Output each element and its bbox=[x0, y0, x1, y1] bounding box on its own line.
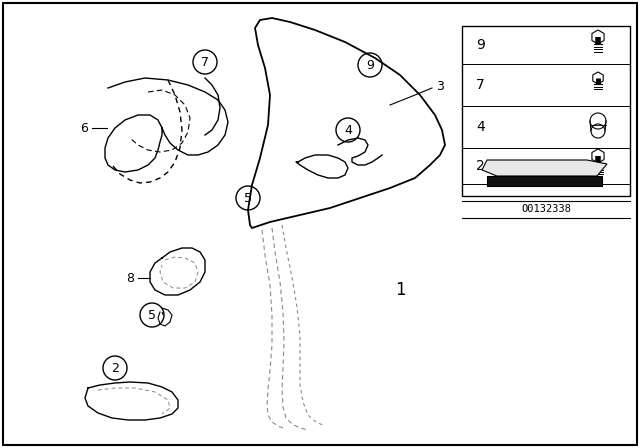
Text: 4: 4 bbox=[344, 124, 352, 137]
Text: 4: 4 bbox=[476, 120, 484, 134]
Text: 9: 9 bbox=[476, 38, 485, 52]
Text: 7: 7 bbox=[201, 56, 209, 69]
Text: 2: 2 bbox=[111, 362, 119, 375]
Bar bbox=[462, 26, 630, 196]
Text: 7: 7 bbox=[476, 78, 484, 92]
Text: O0132338: O0132338 bbox=[521, 204, 571, 214]
Text: 6: 6 bbox=[80, 121, 88, 134]
Text: 3: 3 bbox=[436, 79, 444, 92]
Text: 5: 5 bbox=[148, 309, 156, 322]
Bar bbox=[487, 176, 602, 186]
Polygon shape bbox=[482, 160, 607, 176]
Text: 2: 2 bbox=[476, 159, 484, 173]
Text: 9: 9 bbox=[366, 59, 374, 72]
Text: 1: 1 bbox=[395, 281, 405, 299]
Text: 5: 5 bbox=[244, 191, 252, 204]
Text: 8: 8 bbox=[126, 271, 134, 284]
